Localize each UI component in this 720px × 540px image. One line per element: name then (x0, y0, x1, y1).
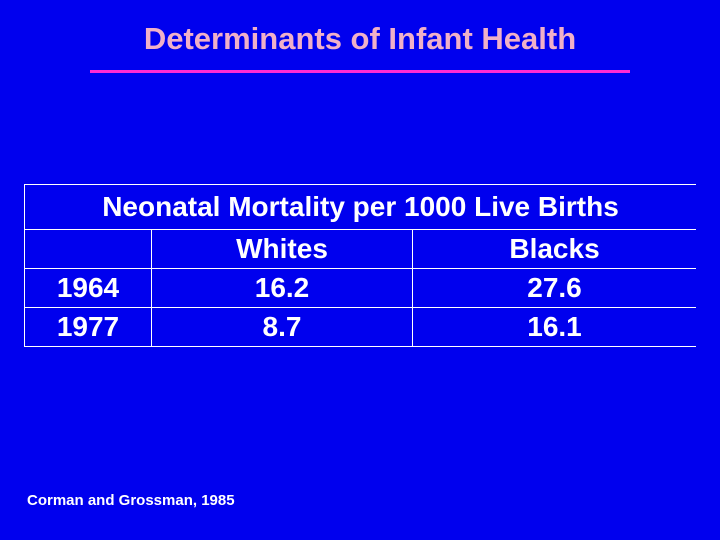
year-cell: 1977 (24, 307, 152, 347)
table-row: 1964 16.2 27.6 (24, 268, 696, 308)
mortality-table: Neonatal Mortality per 1000 Live Births … (24, 184, 696, 347)
title-underline (90, 70, 630, 73)
header-cell-blacks: Blacks (411, 229, 696, 269)
slide-title: Determinants of Infant Health (143, 21, 577, 56)
mortality-table-container: Neonatal Mortality per 1000 Live Births … (24, 184, 696, 348)
table-header-row: Whites Blacks (24, 229, 696, 269)
table-row: 1977 8.7 16.1 (24, 307, 696, 347)
source-citation: Corman and Grossman, 1985 (27, 492, 235, 509)
table-caption: Neonatal Mortality per 1000 Live Births (24, 184, 696, 230)
header-cell-year (24, 229, 152, 269)
blacks-cell: 16.1 (411, 307, 696, 347)
whites-cell: 8.7 (151, 307, 413, 347)
whites-cell: 16.2 (151, 268, 413, 308)
blacks-cell: 27.6 (411, 268, 696, 308)
header-cell-whites: Whites (151, 229, 413, 269)
table-caption-row: Neonatal Mortality per 1000 Live Births (24, 184, 696, 230)
year-cell: 1964 (24, 268, 152, 308)
